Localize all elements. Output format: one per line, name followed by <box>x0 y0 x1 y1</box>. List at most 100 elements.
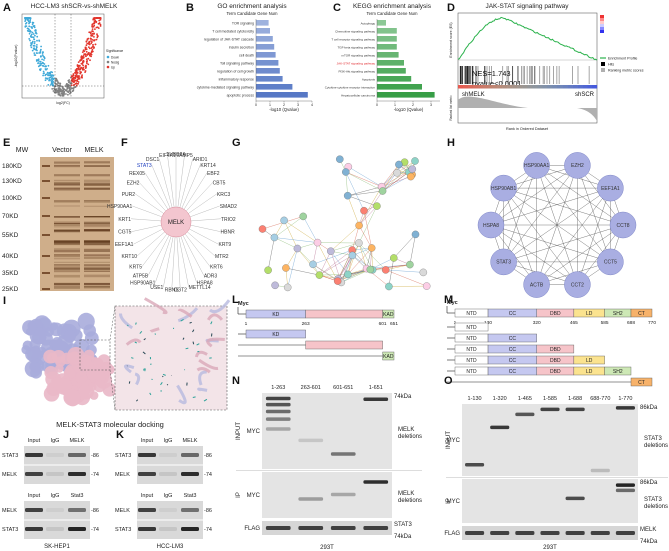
edge <box>536 165 578 285</box>
blot-band <box>46 527 64 531</box>
lane-band <box>54 261 80 263</box>
volcano-dot <box>72 89 75 92</box>
volcano-dot <box>98 22 101 24</box>
flag-protein: MELK <box>640 527 656 533</box>
edge <box>393 234 416 259</box>
gene-label: CGT2 <box>174 288 188 294</box>
node <box>336 155 344 163</box>
volcano-dot <box>82 68 84 71</box>
volcano-dot <box>89 31 91 34</box>
volcano-dot <box>87 37 90 40</box>
term-label: T cell mediated cytotoxicity <box>212 29 254 33</box>
ribbon <box>198 358 219 370</box>
volcano-dot <box>53 77 55 80</box>
volcano-dot <box>92 45 94 48</box>
size-label: 86kDa <box>640 480 658 486</box>
volcano-dot <box>88 51 90 54</box>
deletions-label: STAT3 <box>644 436 662 442</box>
blot-band <box>330 492 356 497</box>
size-label: 74kDa <box>394 394 412 400</box>
lane-band <box>84 216 110 218</box>
edge <box>345 171 365 211</box>
edge <box>312 264 338 282</box>
panel-letter: O <box>444 375 453 387</box>
edge <box>341 242 360 283</box>
deletions-label: STAT3 <box>644 497 662 503</box>
edge <box>347 247 372 275</box>
legend-title: Significance <box>106 49 123 53</box>
node <box>385 282 393 291</box>
ribbon <box>194 350 208 358</box>
panel-letter: C <box>333 2 341 14</box>
volcano-dot <box>91 30 93 32</box>
lane-band <box>54 187 80 189</box>
edge <box>490 165 578 226</box>
volcano-dot <box>29 18 32 21</box>
volcano-dot <box>33 26 36 29</box>
residue <box>192 341 195 345</box>
volcano-dot <box>44 65 46 68</box>
domain-label: NTD <box>466 325 477 331</box>
blot-band <box>181 508 199 512</box>
edge <box>303 216 318 243</box>
x-tick-label: 2 <box>283 103 285 107</box>
volcano-dot <box>96 33 98 36</box>
blot-band <box>363 526 389 530</box>
node-label: HSP90AB1 <box>491 186 517 192</box>
gene-label: KRT14 <box>200 163 216 169</box>
term-label: TGF-beta signaling pathway <box>337 45 375 49</box>
volcano-dot <box>58 93 61 96</box>
position-label: 688 <box>627 320 635 326</box>
edge <box>317 242 338 282</box>
lane-band <box>54 200 80 203</box>
domain-label: LD <box>586 369 593 375</box>
position-label: 601 <box>379 321 387 327</box>
volcano-dot <box>93 36 95 38</box>
volcano-dot <box>29 39 31 42</box>
position-label: 651 <box>390 321 398 327</box>
x-tick-label: 4 <box>311 103 313 107</box>
deletions-label: deletions <box>644 443 668 449</box>
edge <box>490 224 578 285</box>
node <box>411 230 420 239</box>
domain-label: KAD <box>383 312 394 318</box>
volcano-dot <box>86 62 88 65</box>
blot-band <box>515 531 535 535</box>
volcano-dot <box>76 64 79 67</box>
volcano-dot <box>93 20 96 23</box>
volcano-dot <box>37 58 40 61</box>
bar <box>377 20 386 26</box>
group-label: shMELK <box>462 92 485 98</box>
gene-label: ARID1 <box>193 157 208 163</box>
lane-band <box>54 216 80 218</box>
blot-band <box>68 527 86 531</box>
volcano-dot <box>85 46 87 49</box>
volcano-dot <box>27 19 29 22</box>
panel-letter: N <box>232 375 240 387</box>
size-label: 74kDa <box>640 539 658 545</box>
domain-label: LD <box>586 358 593 364</box>
volcano-dot <box>84 71 86 73</box>
residue <box>149 392 152 396</box>
lane-band <box>54 254 80 256</box>
volcano-dot <box>36 39 38 42</box>
volcano-dot <box>89 54 91 57</box>
zoom-box <box>79 339 111 371</box>
volcano-dot <box>46 68 48 70</box>
gene-label: HSPA8 <box>197 280 213 286</box>
blot-band <box>265 526 291 530</box>
node <box>373 202 381 210</box>
ribbon <box>119 313 134 330</box>
protein-blob <box>75 371 88 384</box>
edge <box>363 210 372 249</box>
ribbon <box>196 367 211 374</box>
gene-label: EZH2 <box>127 181 140 187</box>
blot-band <box>615 488 635 493</box>
node <box>408 165 417 173</box>
node <box>342 168 350 176</box>
chart-subtitle: Term Candidate Gene Num <box>367 11 418 16</box>
volcano-dot <box>41 61 44 64</box>
lane-band <box>54 181 80 183</box>
blot-band <box>298 497 324 501</box>
edge <box>358 242 367 269</box>
